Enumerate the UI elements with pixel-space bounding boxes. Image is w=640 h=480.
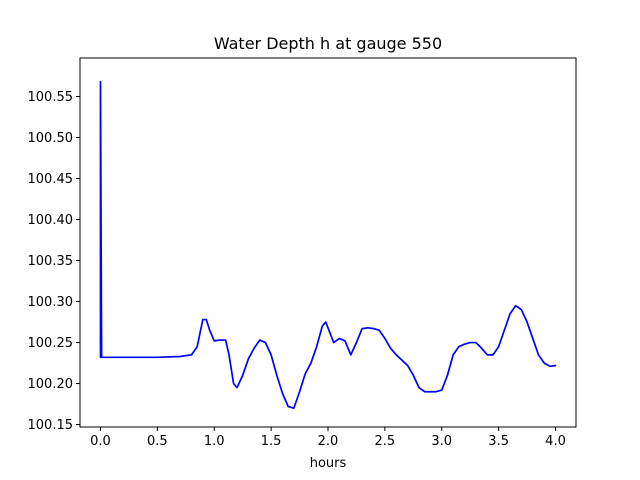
x-tick-label: 3.0 <box>431 434 452 449</box>
x-tick-label: 0.0 <box>90 434 111 449</box>
y-tick-label: 100.50 <box>28 131 74 146</box>
axis-ticks: 0.0 0.5 1.0 1.5 2.0 2.5 3.0 3.5 4.0 100.15 100.20 1… <box>28 90 566 449</box>
x-tick-label: 0.5 <box>147 434 168 449</box>
axes-frame <box>79 57 577 428</box>
y-tick-label: 100.40 <box>28 213 74 228</box>
x-axis-label: hours <box>310 456 347 471</box>
x-tick-label: 3.5 <box>488 434 509 449</box>
x-tick-label: 1.5 <box>261 434 282 449</box>
y-tick-label: 100.20 <box>28 377 74 392</box>
x-tick-label: 2.5 <box>375 434 396 449</box>
x-tick-label: 2.0 <box>318 434 339 449</box>
y-tick-label: 100.55 <box>28 90 74 105</box>
y-tick-label: 100.15 <box>28 418 74 433</box>
y-tick-label: 100.45 <box>28 172 74 187</box>
plot-area <box>99 80 557 409</box>
x-tick-label: 1.0 <box>204 434 225 449</box>
y-tick-label: 100.35 <box>28 254 74 269</box>
y-tick-label: 100.30 <box>28 295 74 310</box>
x-tick-label: 4.0 <box>545 434 566 449</box>
series-line <box>99 80 557 409</box>
chart-title: Water Depth h at gauge 550 <box>214 34 442 53</box>
y-tick-label: 100.25 <box>28 336 74 351</box>
